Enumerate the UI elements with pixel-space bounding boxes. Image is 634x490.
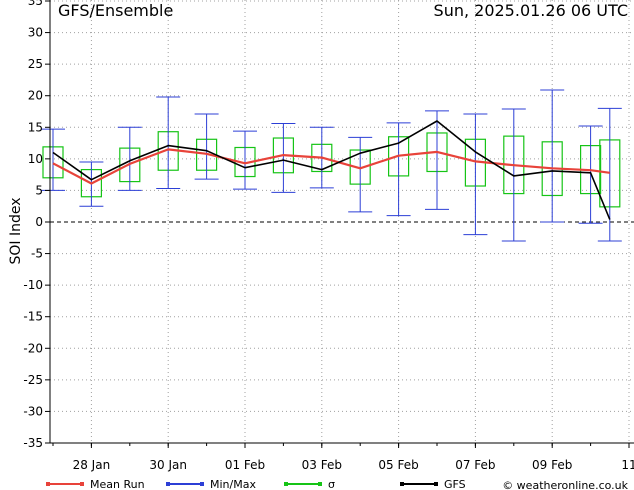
legend-marker-right [80,482,84,486]
legend-marker-right [200,482,204,486]
y-tick-label: 10 [28,152,43,166]
x-tick-label: 01 Feb [225,458,265,472]
legend-marker-left [166,482,170,486]
mean-run-line [52,148,610,185]
run-timestamp: Sun, 2025.01.26 06 UTC [434,1,628,20]
y-tick-label: 5 [35,183,43,197]
chart-title: GFS/Ensemble [58,1,173,20]
y-axis-label: SOI Index [8,197,24,264]
legend-marker-left [46,482,50,486]
legend-marker-right [318,482,322,486]
credit-text: © weatheronline.co.uk [502,479,628,490]
x-tick-label: 30 Jan [149,458,187,472]
y-tick-label: 0 [35,215,43,229]
y-tick-label: -5 [31,247,43,261]
x-tick-label: 05 Feb [378,458,418,472]
x-tick-label: 03 Feb [302,458,342,472]
x-tick-label: 28 Jan [73,458,111,472]
y-tick-label: -20 [23,341,43,355]
y-tick-label: -35 [23,436,43,450]
y-tick-label: -30 [23,404,43,418]
y-tick-label: 20 [28,89,43,103]
x-tick-label: 07 Feb [455,458,495,472]
y-tick-label: 15 [28,120,43,134]
legend: Mean Run Min/Max σ GFS [46,478,466,490]
x-tick-label: 11 [621,458,634,472]
y-tick-label: 25 [28,57,43,71]
axes [45,0,634,448]
legend-label: Mean Run [90,478,145,490]
series-lines [52,120,611,220]
legend-marker-right [434,482,438,486]
legend-marker-left [400,482,404,486]
y-tick-label: -10 [23,278,43,292]
minmax-whiskers [41,89,622,242]
gfs-line [52,120,611,220]
y-tick-label: 30 [28,26,43,40]
legend-marker-left [284,482,288,486]
y-tick-label: -15 [23,310,43,324]
y-tick-label: 35 [28,0,43,8]
y-tick-label: -25 [23,373,43,387]
legend-label: Min/Max [210,478,256,490]
legend-label: σ [328,478,335,490]
legend-label: GFS [444,478,466,490]
x-tick-label: 09 Feb [532,458,572,472]
tick-labels: 35 30 25 20 15 10 5 0 -5 -10 -15 -20 -25 -30 -35 28 Jan… [23,0,634,472]
